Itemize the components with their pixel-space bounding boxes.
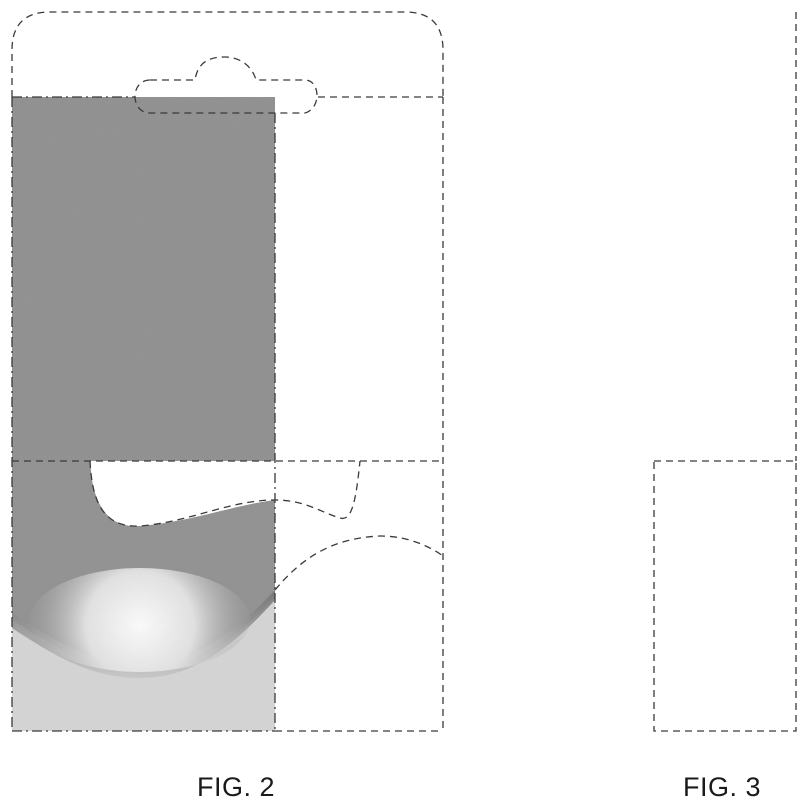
figure-2 [12, 12, 443, 731]
figure-3 [654, 12, 796, 731]
shaded-upper-panel [12, 97, 275, 461]
fig3-rectangle [654, 461, 796, 731]
figure-2-label: FIG. 2 [197, 772, 275, 803]
wave-curve [275, 536, 443, 590]
figure-3-label: FIG. 3 [683, 772, 761, 803]
outer-outline [12, 12, 443, 97]
